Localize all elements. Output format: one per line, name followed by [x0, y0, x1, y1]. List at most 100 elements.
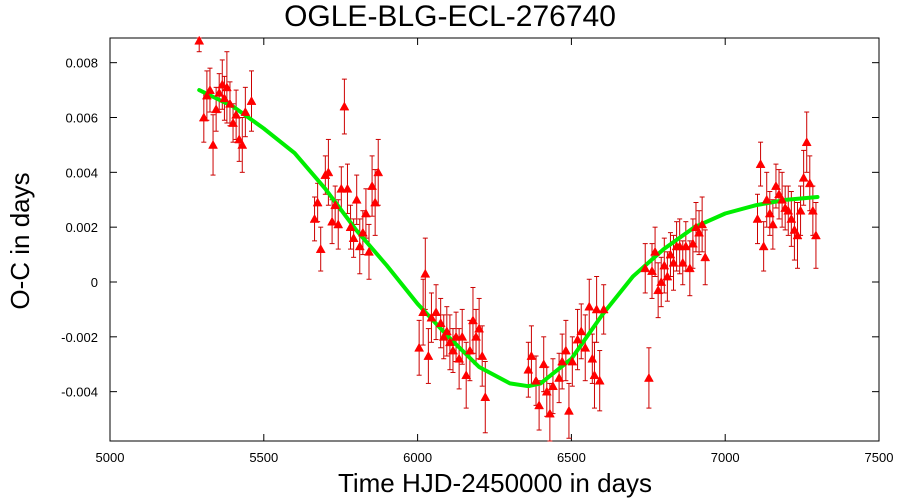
x-tick-label: 5000: [96, 450, 125, 465]
data-point: [367, 181, 378, 190]
data-point: [674, 241, 685, 251]
data-point: [594, 375, 605, 385]
data-point: [640, 263, 651, 273]
data-point: [807, 205, 818, 215]
data-point: [441, 326, 452, 336]
data-point: [315, 244, 326, 253]
x-tick-label: 7000: [711, 450, 740, 465]
y-tick-label: 0.002: [65, 220, 98, 235]
x-tick-label: 6000: [403, 450, 432, 465]
data-point: [792, 230, 803, 240]
data-point: [231, 109, 242, 119]
data-point: [237, 139, 248, 149]
x-tick-label: 6500: [557, 450, 586, 465]
data-point: [461, 370, 472, 380]
data-point: [217, 79, 228, 89]
data-point: [420, 268, 431, 278]
data-point: [544, 408, 555, 418]
data-point: [580, 342, 591, 352]
data-point: [228, 117, 238, 127]
data-point: [752, 213, 763, 223]
data-point: [523, 364, 534, 374]
data-point: [758, 241, 769, 251]
data-point: [330, 200, 341, 210]
data-point: [541, 386, 552, 396]
data-point: [786, 213, 797, 223]
data-point: [323, 167, 334, 177]
y-tick-label: -0.002: [61, 330, 98, 345]
data-point: [351, 194, 362, 204]
data-point: [240, 107, 251, 116]
data-point: [451, 331, 461, 341]
data-point: [591, 304, 602, 314]
data-point: [557, 356, 568, 366]
data-point: [680, 241, 691, 251]
data-point: [364, 246, 374, 256]
data-point: [312, 197, 323, 207]
data-point: [438, 331, 449, 341]
data-point: [448, 345, 458, 355]
data-point: [431, 307, 441, 316]
data-point: [684, 263, 695, 273]
data-point: [214, 87, 225, 97]
data-point: [211, 104, 222, 114]
data-point: [464, 345, 475, 355]
y-tick-label: 0: [91, 275, 98, 290]
data-point: [656, 276, 667, 286]
data-point: [589, 370, 600, 380]
data-point: [468, 315, 478, 325]
data-point: [755, 159, 766, 168]
data-point: [205, 85, 215, 94]
data-point: [538, 359, 549, 369]
y-tick-label: 0.008: [65, 56, 98, 71]
y-tick-label: -0.004: [61, 385, 98, 400]
x-tick-label: 7500: [865, 450, 894, 465]
data-point: [474, 323, 485, 333]
x-axis-label: Time HJD-2450000 in days: [337, 468, 653, 498]
data-point: [327, 216, 338, 226]
data-point: [548, 381, 558, 391]
data-point: [414, 342, 425, 352]
data-point: [789, 224, 800, 234]
data-point: [653, 285, 664, 295]
data-point: [345, 222, 356, 232]
data-point: [477, 350, 488, 360]
data-point: [480, 392, 491, 401]
data-point: [435, 318, 446, 327]
data-point: [795, 205, 806, 215]
data-point: [694, 227, 704, 237]
data-point: [423, 350, 434, 360]
chart-title: OGLE-BLG-ECL-276740: [284, 0, 616, 33]
plot-frame: [109, 37, 880, 442]
data-point: [370, 197, 381, 207]
data-point: [534, 400, 545, 410]
data-point: [348, 233, 359, 242]
data-point: [687, 238, 698, 248]
data-point: [801, 137, 812, 147]
data-point: [761, 194, 772, 204]
data-point: [587, 353, 598, 363]
data-point: [333, 219, 344, 229]
data-point: [336, 183, 347, 193]
data-point: [643, 372, 654, 382]
data-point: [454, 353, 465, 363]
y-tick-label: 0.006: [65, 111, 98, 126]
data-point: [598, 304, 609, 314]
data-point: [194, 35, 205, 45]
data-point: [564, 405, 574, 415]
data-point: [246, 96, 257, 105]
data-point: [526, 350, 537, 360]
data-point: [418, 307, 429, 316]
data-point: [777, 194, 788, 204]
data-point: [444, 337, 455, 347]
data-point: [798, 172, 809, 182]
data-point: [572, 334, 583, 344]
data-point: [783, 205, 794, 215]
data-point: [647, 266, 657, 275]
x-tick-label: 5500: [249, 450, 278, 465]
data-point: [560, 345, 571, 355]
data-point: [531, 375, 541, 385]
data-point: [576, 326, 587, 336]
